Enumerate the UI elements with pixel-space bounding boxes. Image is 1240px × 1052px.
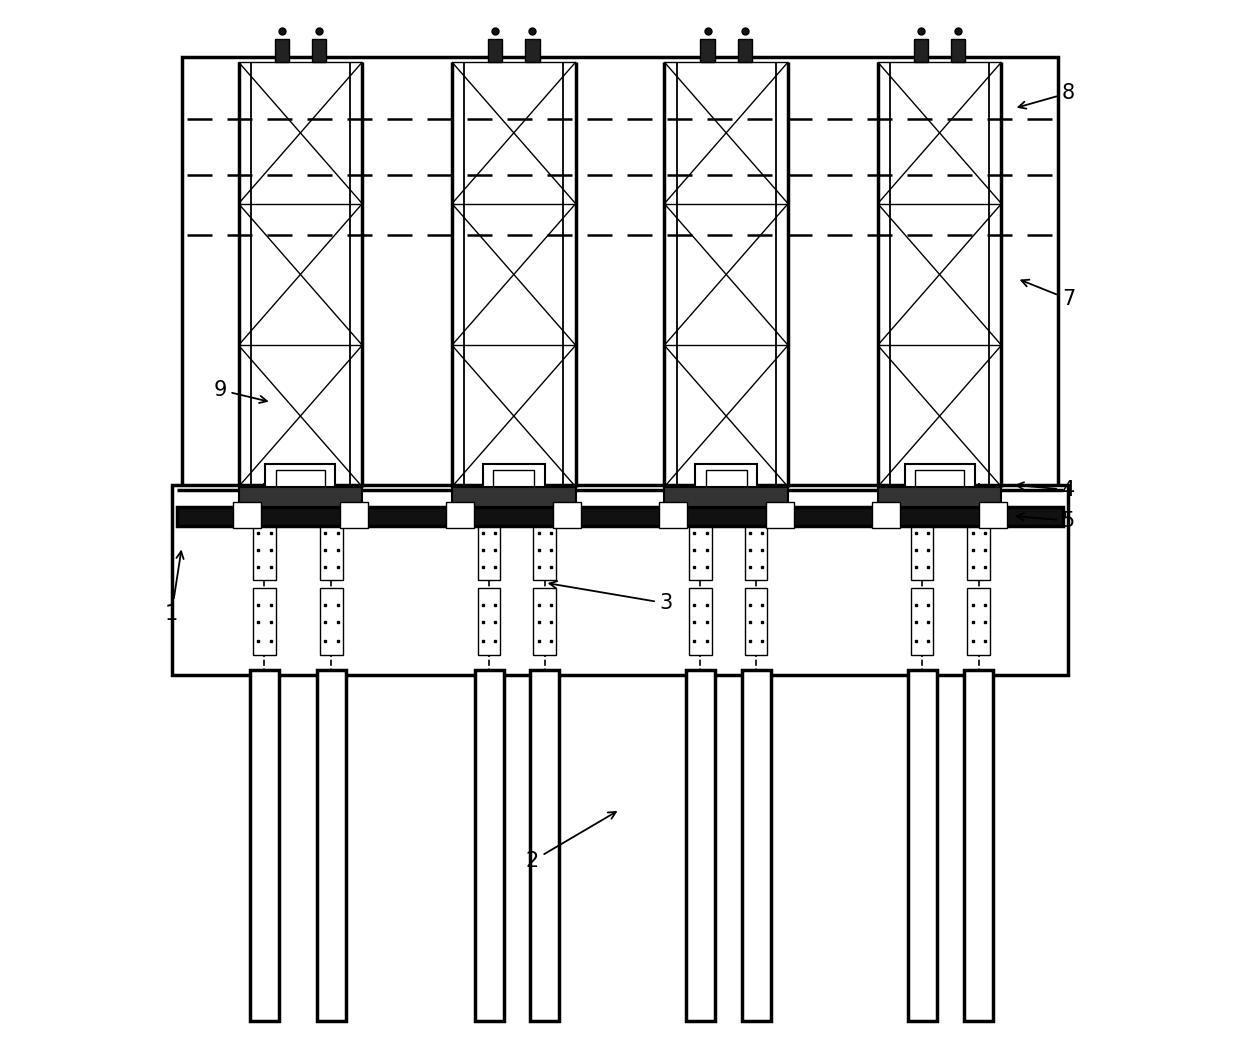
- Bar: [533, 518, 556, 580]
- Bar: [274, 39, 289, 62]
- Text: 7: 7: [1022, 280, 1075, 309]
- Bar: [745, 518, 768, 580]
- Bar: [689, 518, 712, 580]
- Bar: [766, 502, 794, 528]
- Bar: [482, 464, 544, 507]
- Text: 8: 8: [1018, 83, 1075, 108]
- Bar: [910, 518, 934, 580]
- Bar: [689, 588, 712, 654]
- Bar: [340, 502, 368, 528]
- Bar: [253, 588, 275, 654]
- Bar: [878, 487, 1002, 507]
- Bar: [872, 502, 900, 528]
- Bar: [533, 588, 556, 654]
- Bar: [494, 470, 534, 501]
- Bar: [171, 485, 1069, 675]
- Bar: [233, 502, 260, 528]
- Bar: [446, 502, 474, 528]
- Bar: [451, 487, 575, 507]
- Bar: [526, 39, 539, 62]
- Bar: [477, 518, 501, 580]
- Bar: [553, 502, 582, 528]
- Text: 9: 9: [213, 380, 267, 403]
- Bar: [489, 39, 502, 62]
- Bar: [742, 670, 770, 1020]
- Bar: [665, 487, 789, 507]
- Bar: [980, 502, 1007, 528]
- Text: 1: 1: [165, 551, 184, 624]
- Bar: [965, 670, 993, 1020]
- Bar: [182, 57, 1058, 490]
- Bar: [658, 502, 687, 528]
- Bar: [686, 670, 714, 1020]
- Bar: [738, 39, 751, 62]
- Text: 2: 2: [526, 812, 616, 871]
- Bar: [951, 39, 966, 62]
- Bar: [706, 470, 746, 501]
- Bar: [311, 39, 326, 62]
- Text: 5: 5: [1017, 511, 1075, 531]
- Bar: [320, 588, 342, 654]
- Bar: [701, 39, 714, 62]
- Bar: [477, 588, 501, 654]
- Bar: [320, 518, 342, 580]
- Bar: [914, 39, 929, 62]
- Bar: [967, 588, 990, 654]
- Bar: [238, 487, 362, 507]
- Bar: [967, 518, 990, 580]
- Bar: [531, 670, 559, 1020]
- Bar: [745, 588, 768, 654]
- Bar: [908, 670, 936, 1020]
- Bar: [253, 518, 275, 580]
- Bar: [250, 670, 279, 1020]
- Bar: [475, 670, 503, 1020]
- Bar: [265, 464, 336, 507]
- Bar: [317, 670, 346, 1020]
- Bar: [696, 464, 758, 507]
- Text: 3: 3: [549, 581, 673, 613]
- Bar: [910, 588, 934, 654]
- Bar: [275, 470, 325, 501]
- Bar: [904, 464, 975, 507]
- Text: 4: 4: [1017, 480, 1075, 500]
- Bar: [915, 470, 965, 501]
- Bar: [176, 507, 1064, 526]
